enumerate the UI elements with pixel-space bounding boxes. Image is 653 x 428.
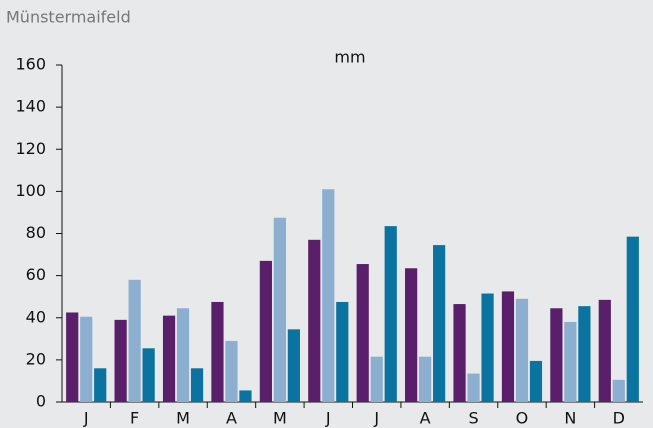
x-tick-label: A [226, 409, 237, 428]
bar [176, 308, 190, 402]
y-tick-label: 0 [36, 392, 46, 411]
bar [481, 293, 494, 402]
y-tick-label: 100 [15, 181, 46, 200]
bar [405, 268, 418, 402]
bar [94, 368, 107, 402]
bar [287, 329, 300, 402]
x-tick-label: J [373, 409, 379, 428]
bar [162, 315, 176, 402]
bar [578, 306, 591, 402]
y-tick-label: 120 [15, 139, 46, 158]
bar [501, 291, 515, 402]
x-tick-label: J [325, 409, 331, 428]
x-tick-label: D [613, 409, 625, 428]
x-tick-label: S [468, 409, 478, 428]
y-tick-label: 60 [26, 265, 46, 284]
x-tick-label: M [273, 409, 287, 428]
bar [273, 217, 286, 402]
bar [322, 189, 335, 402]
bar [433, 245, 446, 402]
bar [384, 226, 397, 402]
y-tick-label: 140 [15, 97, 46, 116]
chart-title: Münstermaifeld [6, 8, 131, 27]
x-tick-label: F [130, 409, 139, 428]
x-tick-label: N [564, 409, 576, 428]
y-tick-label: 80 [26, 223, 46, 242]
bar [550, 308, 563, 402]
bar [80, 316, 93, 402]
bar [467, 373, 480, 402]
bar [598, 299, 611, 402]
bar [529, 360, 543, 402]
x-tick-label: A [420, 409, 431, 428]
bar [211, 301, 224, 402]
bar [336, 301, 349, 402]
bar [612, 379, 625, 402]
bar [190, 368, 204, 402]
unit-label: mm [334, 48, 365, 67]
bar [114, 319, 127, 402]
bar [308, 239, 321, 402]
bar [626, 236, 639, 402]
bar [225, 340, 238, 402]
y-tick-label: 160 [15, 55, 46, 74]
bar [356, 264, 369, 402]
bar [515, 298, 529, 402]
bar [419, 356, 432, 402]
x-tick-label: M [176, 409, 190, 428]
bar [128, 279, 141, 402]
x-tick-label: J [83, 409, 89, 428]
y-tick-label: 40 [26, 307, 46, 326]
bar [370, 356, 383, 402]
bar [239, 390, 252, 402]
bar [564, 321, 577, 402]
bar [259, 260, 272, 402]
y-tick-label: 20 [26, 349, 46, 368]
bar [142, 348, 155, 402]
bar [66, 312, 79, 402]
x-tick-label: O [516, 409, 529, 428]
bar [453, 304, 466, 402]
